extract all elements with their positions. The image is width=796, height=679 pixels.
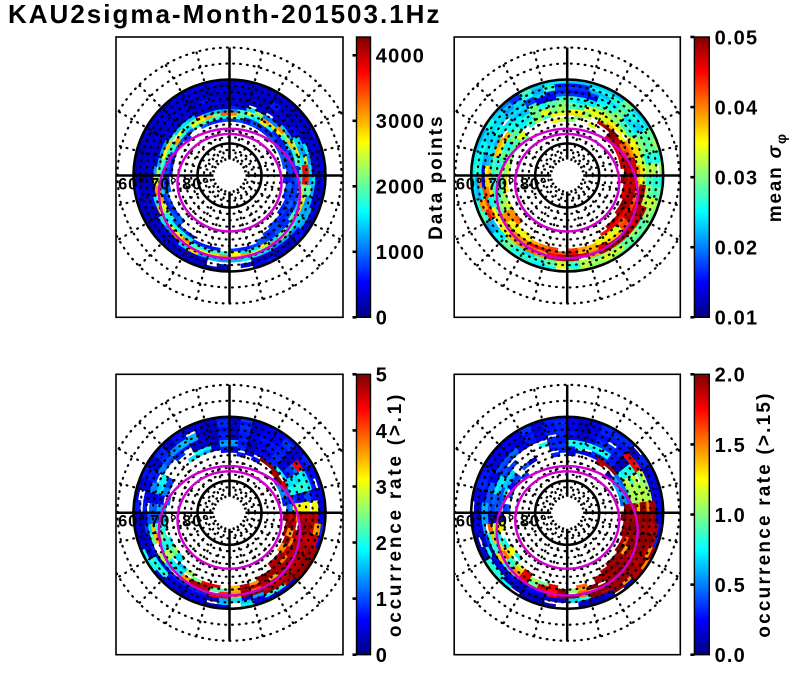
- svg-text:70°: 70°: [150, 175, 177, 193]
- svg-text:0.03: 0.03: [715, 168, 759, 190]
- svg-text:occurrence rate (>.15): occurrence rate (>.15): [754, 391, 775, 637]
- svg-text:0: 0: [376, 645, 388, 667]
- svg-text:1.0: 1.0: [715, 505, 746, 527]
- svg-text:70°: 70°: [150, 513, 177, 531]
- svg-text:1: 1: [376, 589, 388, 611]
- svg-text:2: 2: [376, 533, 388, 555]
- svg-text:0.0: 0.0: [715, 645, 746, 667]
- svg-text:0.5: 0.5: [715, 575, 746, 597]
- svg-text:80°: 80°: [182, 513, 209, 531]
- svg-text:occurrence rate (>.1): occurrence rate (>.1): [385, 392, 406, 637]
- svg-text:mean σφ: mean σφ: [765, 132, 789, 222]
- svg-text:5: 5: [376, 365, 388, 387]
- svg-text:Data points: Data points: [426, 114, 447, 239]
- svg-text:1.5: 1.5: [715, 435, 746, 457]
- svg-text:3: 3: [376, 477, 388, 499]
- svg-text:60°: 60°: [118, 513, 145, 531]
- svg-text:KAU2sigma-Month-201503.1Hz: KAU2sigma-Month-201503.1Hz: [8, 0, 441, 29]
- svg-text:60°: 60°: [118, 175, 145, 193]
- svg-text:0: 0: [376, 308, 388, 330]
- svg-text:4000: 4000: [376, 46, 425, 68]
- svg-text:0.02: 0.02: [715, 238, 759, 260]
- svg-text:0.05: 0.05: [715, 27, 759, 49]
- svg-text:0.04: 0.04: [715, 98, 759, 120]
- svg-text:80°: 80°: [520, 175, 547, 193]
- svg-text:1000: 1000: [376, 242, 425, 264]
- svg-text:70°: 70°: [488, 513, 515, 531]
- svg-text:0.01: 0.01: [715, 308, 759, 330]
- svg-text:70°: 70°: [488, 175, 515, 193]
- svg-text:60°: 60°: [456, 513, 483, 531]
- svg-text:80°: 80°: [182, 175, 209, 193]
- svg-text:2000: 2000: [376, 177, 425, 199]
- svg-text:60°: 60°: [456, 175, 483, 193]
- svg-text:80°: 80°: [520, 513, 547, 531]
- svg-text:3000: 3000: [376, 111, 425, 133]
- svg-text:2.0: 2.0: [715, 365, 746, 387]
- svg-text:4: 4: [376, 421, 388, 443]
